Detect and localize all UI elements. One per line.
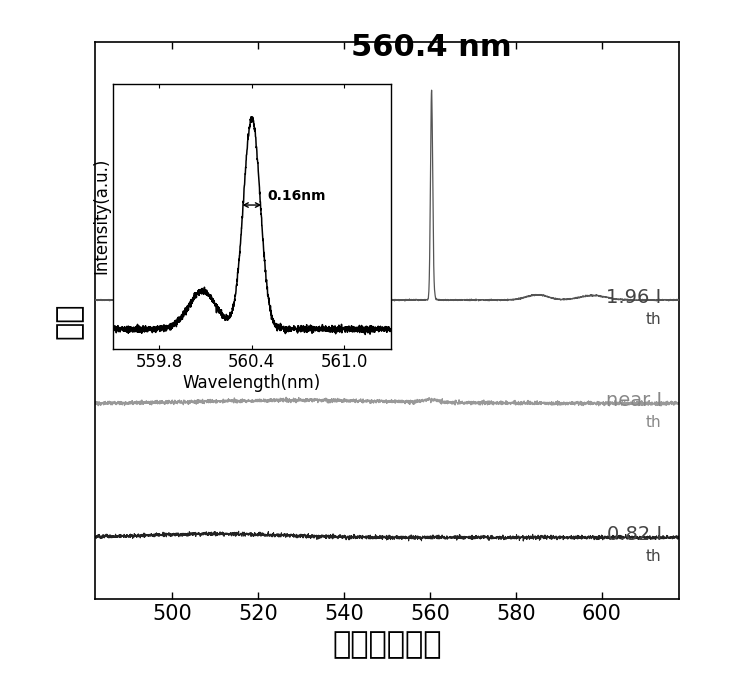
Text: near I: near I	[606, 391, 661, 410]
Y-axis label: Intensity(a.u.): Intensity(a.u.)	[93, 158, 110, 274]
Text: 1.96 I: 1.96 I	[607, 288, 661, 307]
Y-axis label: 强度: 强度	[55, 302, 84, 339]
X-axis label: 波长（纳米）: 波长（纳米）	[332, 630, 442, 659]
Text: th: th	[646, 312, 661, 327]
X-axis label: Wavelength(nm): Wavelength(nm)	[182, 374, 321, 392]
Text: 0.16nm: 0.16nm	[267, 189, 326, 203]
Text: 0.82 I: 0.82 I	[607, 526, 661, 544]
Text: th: th	[646, 549, 661, 565]
Text: th: th	[646, 415, 661, 430]
Text: 560.4 nm: 560.4 nm	[351, 33, 512, 63]
